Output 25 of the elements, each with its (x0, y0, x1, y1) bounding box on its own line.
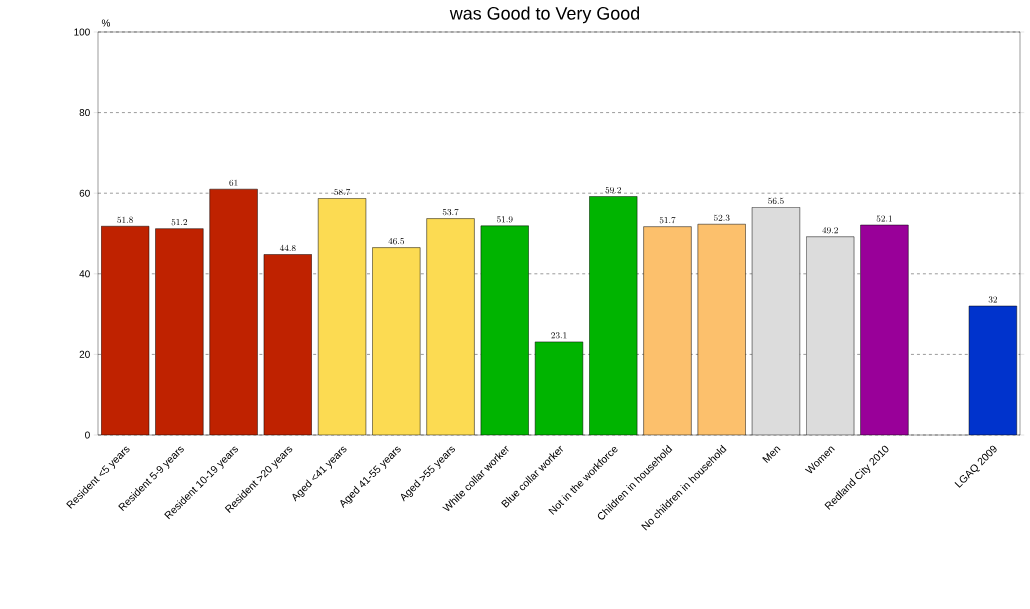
data-label: 49.2 (822, 227, 838, 234)
data-label: 46.5 (388, 237, 405, 245)
y-tick-label: 40 (79, 270, 90, 278)
y-tick-label: 100 (74, 28, 90, 36)
data-label: 59.2 (605, 186, 621, 194)
y-tick-label: 60 (79, 189, 90, 197)
x-tick-label: Men (762, 446, 781, 464)
data-label: 52.3 (713, 214, 730, 221)
data-label: 23. 1 (551, 332, 567, 339)
y-tick-label: 0 (85, 431, 90, 439)
data-label: 51 .7 (659, 217, 676, 224)
y-tick-label: 20 (79, 350, 90, 358)
data-label: 51 .9 (497, 216, 513, 223)
data-label: 53.7 (442, 208, 459, 216)
data-label: 56.5 (768, 197, 784, 204)
data-label: 44.8 (279, 244, 296, 252)
data-label: 58.7 (334, 188, 351, 196)
data-label: 51 .8 (117, 216, 133, 223)
data-label: 32 (988, 296, 998, 303)
data-label: 52. 1 (876, 215, 892, 222)
chart-title: was Good to Very Good (449, 6, 640, 24)
data-label: 51 .2 (171, 219, 188, 226)
y-axis-title: % (101, 19, 111, 27)
data-label: 61 (229, 179, 238, 186)
y-tick-label: 80 (79, 109, 90, 117)
